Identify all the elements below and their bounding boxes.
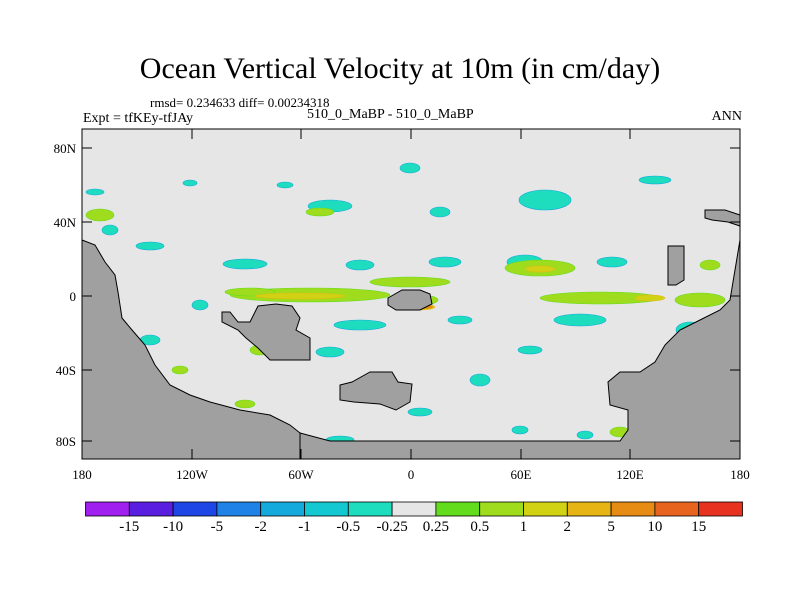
colorbar-label: 0.25 xyxy=(423,519,449,535)
colorbar-label: -2 xyxy=(254,519,267,535)
lat-tick-labels: 80N 40N 0 40S 80S xyxy=(54,141,77,449)
lat-label-40s: 40S xyxy=(56,363,76,378)
plot-title: Ocean Vertical Velocity at 10m (in cm/da… xyxy=(139,52,661,85)
colorbar-swatch xyxy=(654,501,700,517)
colorbar-swatch xyxy=(85,501,130,517)
colorbar-label: 5 xyxy=(607,519,615,535)
colorbar-swatch xyxy=(391,501,437,517)
colorbar-swatch xyxy=(610,501,656,517)
colorbar-swatch xyxy=(260,501,305,517)
lon-label-120w: 120W xyxy=(176,467,209,482)
lat-label-eq: 0 xyxy=(70,289,77,304)
land-continent-south xyxy=(339,371,413,411)
lon-label-0: 0 xyxy=(408,467,415,482)
colorbar-swatch xyxy=(172,501,218,517)
lat-label-80n: 80N xyxy=(54,141,77,156)
colorbar-boxes xyxy=(85,501,743,517)
colorbar: -15 -10 -5 -2 -1 -0.5 -0.25 0.25 0.5 1 2… xyxy=(85,501,743,535)
lat-label-80s: 80S xyxy=(56,434,76,449)
season-label: ANN xyxy=(711,109,742,124)
colorbar-label: -10 xyxy=(163,519,183,535)
lon-label-60w: 60W xyxy=(288,467,314,482)
land-mask xyxy=(81,209,741,460)
colorbar-swatch xyxy=(304,501,349,517)
colorbar-label: -15 xyxy=(119,519,139,535)
colorbar-label: 0.5 xyxy=(470,519,489,535)
rmsd-text: rmsd= 0.234633 diff= 0.00234318 xyxy=(150,95,330,110)
lat-label-40n: 40N xyxy=(54,215,77,230)
colorbar-swatch xyxy=(523,501,568,517)
colorbar-swatch xyxy=(698,501,743,517)
colorbar-label: 15 xyxy=(691,519,706,535)
colorbar-swatch xyxy=(479,501,524,517)
colorbar-label: 10 xyxy=(647,519,662,535)
land-island-equator xyxy=(387,289,433,311)
land-antarctica xyxy=(299,239,741,460)
lon-label-180e: 180 xyxy=(730,467,750,482)
colorbar-label: -0.25 xyxy=(376,519,407,535)
colorbar-swatch xyxy=(216,501,262,517)
colorbar-label: -0.5 xyxy=(336,519,360,535)
colorbar-swatch xyxy=(566,501,612,517)
colorbar-labels: -15 -10 -5 -2 -1 -0.5 -0.25 0.25 0.5 1 2… xyxy=(119,519,706,535)
experiment-label: Expt = tfKEy-tfJAy xyxy=(83,111,194,126)
lon-label-60e: 60E xyxy=(511,467,532,482)
colorbar-label: 2 xyxy=(564,519,572,535)
lon-tick-labels: 180 120W 60W 0 60E 120E 180 xyxy=(72,467,750,482)
colorbar-label: 1 xyxy=(520,519,528,535)
land-island-east xyxy=(667,245,685,286)
colorbar-swatch xyxy=(435,501,481,517)
colorbar-label: -5 xyxy=(211,519,224,535)
lon-label-180w: 180 xyxy=(72,467,92,482)
colorbar-label: -1 xyxy=(298,519,311,535)
colorbar-swatch xyxy=(347,501,393,517)
case-label: 510_0_MaBP - 510_0_MaBP xyxy=(307,107,474,122)
lon-label-120e: 120E xyxy=(616,467,644,482)
land-australia xyxy=(221,303,311,361)
axis-ticks xyxy=(82,129,740,459)
colorbar-swatch xyxy=(128,501,174,517)
map-plot-area: 80N 40N 0 40S 80S 180 120W 60W 0 60E 120… xyxy=(54,128,750,482)
